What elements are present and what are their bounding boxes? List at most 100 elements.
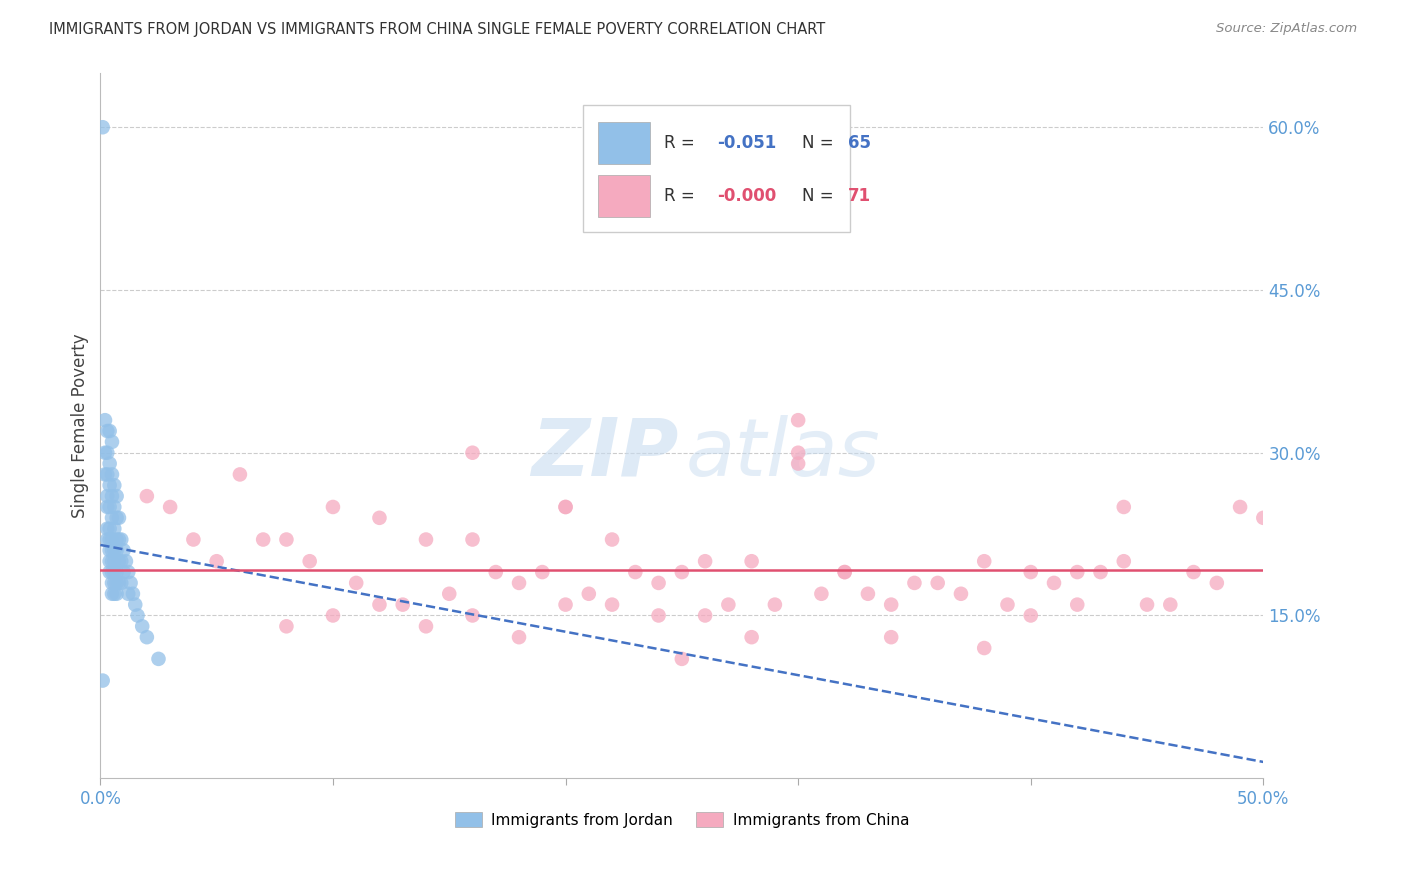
Point bbox=[108, 576, 131, 591]
Point bbox=[554, 500, 576, 514]
Point bbox=[508, 630, 530, 644]
Point bbox=[101, 576, 124, 591]
Point bbox=[148, 652, 170, 666]
Point bbox=[115, 554, 138, 568]
Point bbox=[647, 576, 669, 591]
Point bbox=[1090, 565, 1112, 579]
Point bbox=[103, 543, 125, 558]
Point bbox=[110, 576, 132, 591]
Point bbox=[600, 598, 623, 612]
Point bbox=[159, 500, 181, 514]
Text: R =: R = bbox=[665, 134, 700, 152]
Point bbox=[787, 446, 810, 460]
Point bbox=[856, 587, 879, 601]
Point bbox=[415, 533, 437, 547]
Point bbox=[105, 489, 128, 503]
Point bbox=[693, 554, 716, 568]
Point bbox=[1066, 565, 1088, 579]
Point bbox=[647, 608, 669, 623]
Point bbox=[927, 576, 949, 591]
Point bbox=[96, 424, 118, 438]
Point bbox=[741, 554, 763, 568]
Point bbox=[1159, 598, 1181, 612]
Point bbox=[741, 630, 763, 644]
Point bbox=[101, 543, 124, 558]
Point bbox=[763, 598, 786, 612]
Point bbox=[131, 619, 153, 633]
Point bbox=[391, 598, 413, 612]
Point bbox=[98, 565, 121, 579]
Text: 65: 65 bbox=[848, 134, 872, 152]
Point bbox=[96, 467, 118, 482]
Point bbox=[415, 619, 437, 633]
Point bbox=[94, 413, 117, 427]
FancyBboxPatch shape bbox=[598, 175, 651, 218]
Text: R =: R = bbox=[665, 187, 700, 205]
Point bbox=[91, 120, 114, 135]
Point bbox=[344, 576, 367, 591]
Point bbox=[949, 587, 972, 601]
Point bbox=[96, 446, 118, 460]
Point bbox=[108, 533, 131, 547]
Point bbox=[98, 424, 121, 438]
Point bbox=[1112, 500, 1135, 514]
Point bbox=[554, 598, 576, 612]
Point bbox=[1019, 565, 1042, 579]
Point bbox=[105, 565, 128, 579]
Point bbox=[439, 587, 461, 601]
Point bbox=[578, 587, 600, 601]
Point bbox=[810, 587, 832, 601]
Point bbox=[101, 587, 124, 601]
Point bbox=[98, 500, 121, 514]
Point bbox=[103, 565, 125, 579]
Point bbox=[671, 565, 693, 579]
Point bbox=[135, 489, 157, 503]
Point bbox=[98, 543, 121, 558]
Point bbox=[117, 565, 139, 579]
Point bbox=[787, 413, 810, 427]
Text: atlas: atlas bbox=[685, 415, 880, 492]
Text: ZIP: ZIP bbox=[531, 415, 678, 492]
Point bbox=[276, 533, 298, 547]
Point bbox=[183, 533, 205, 547]
Point bbox=[298, 554, 321, 568]
Point bbox=[98, 522, 121, 536]
Point bbox=[531, 565, 554, 579]
Point bbox=[1019, 608, 1042, 623]
Point bbox=[108, 554, 131, 568]
Point bbox=[108, 511, 131, 525]
Point bbox=[101, 511, 124, 525]
Point bbox=[105, 587, 128, 601]
Point bbox=[105, 543, 128, 558]
Point bbox=[1136, 598, 1159, 612]
Point bbox=[117, 587, 139, 601]
Point bbox=[1112, 554, 1135, 568]
Point bbox=[671, 652, 693, 666]
Point bbox=[624, 565, 647, 579]
Point bbox=[973, 640, 995, 655]
Point bbox=[105, 533, 128, 547]
Point bbox=[110, 554, 132, 568]
Point bbox=[103, 587, 125, 601]
Point bbox=[94, 446, 117, 460]
Point bbox=[101, 434, 124, 449]
Point bbox=[880, 630, 903, 644]
Point bbox=[368, 511, 391, 525]
Point bbox=[98, 478, 121, 492]
Text: N =: N = bbox=[801, 134, 838, 152]
Point bbox=[322, 608, 344, 623]
Point bbox=[103, 500, 125, 514]
Point bbox=[120, 576, 142, 591]
Point bbox=[461, 608, 484, 623]
Point bbox=[98, 554, 121, 568]
Point bbox=[787, 457, 810, 471]
Text: Source: ZipAtlas.com: Source: ZipAtlas.com bbox=[1216, 22, 1357, 36]
Point bbox=[276, 619, 298, 633]
Point bbox=[717, 598, 740, 612]
Point bbox=[112, 565, 135, 579]
FancyBboxPatch shape bbox=[598, 121, 651, 164]
Point bbox=[122, 587, 145, 601]
Point bbox=[693, 608, 716, 623]
FancyBboxPatch shape bbox=[583, 104, 851, 232]
Point bbox=[96, 533, 118, 547]
